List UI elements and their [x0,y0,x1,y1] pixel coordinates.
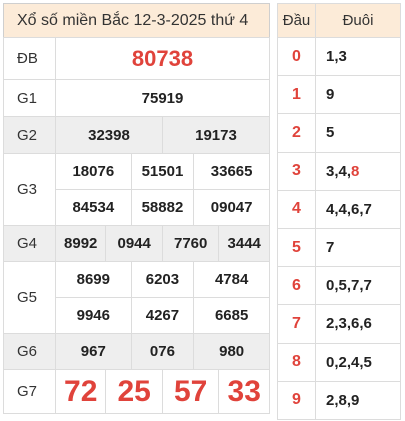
prize-label-g7: G7 [3,369,56,414]
loto-head-digit: 1 [277,75,316,115]
loto-header-dau: Đầu [277,3,316,38]
loto-tail-digits: 0,2,4,5 [315,342,401,382]
g6-number: 967 [55,333,132,370]
prize-label-g6: G6 [3,333,56,370]
g2-number: 32398 [55,116,163,154]
g3-number: 58882 [130,189,195,226]
loto-tail-digits: 1,3 [315,36,401,77]
loto-head-digit: 8 [277,342,316,382]
loto-tail-digits: 3,4,8 [315,151,401,191]
g5-number: 6685 [193,297,270,334]
loto-head-digit: 4 [277,189,316,229]
loto-tail-digits: 9 [315,75,401,115]
g4-number: 7760 [161,225,220,262]
results-title: Xổ số miền Bắc 12-3-2025 thứ 4 [3,3,270,38]
results-table: Xổ số miền Bắc 12-3-2025 thứ 4 ĐB 80738 … [3,3,271,414]
special-prize-number: 80738 [55,37,270,80]
g7-number: 33 [218,369,270,414]
g5-number: 6203 [130,261,195,298]
loto-head-digit: 7 [277,304,316,344]
loto-tail-digits: 2,3,6,6 [315,304,401,344]
loto-head-digit: 9 [277,380,316,420]
loto-tail-highlight: 8 [351,162,360,180]
loto-head-digit: 5 [277,227,316,268]
prize-label-g2: G2 [3,116,56,154]
g5-number: 9946 [55,297,132,334]
loto-tail-digits: 5 [315,113,401,153]
g7-number: 57 [161,369,220,414]
g6-number: 980 [193,333,270,370]
g5-number: 4784 [193,261,270,298]
g4-number: 3444 [218,225,270,262]
prize-label-db: ĐB [3,37,56,80]
g1-number: 75919 [55,79,270,117]
prize-label-g1: G1 [3,79,56,117]
loto-head-digit: 2 [277,113,316,153]
g7-number: 72 [54,369,107,414]
g3-number: 84534 [55,189,132,226]
g7-number: 25 [105,369,163,414]
loto-head-digit: 6 [277,266,316,306]
g3-number: 33665 [193,153,270,190]
prize-label-g3: G3 [3,153,56,226]
loto-header-duoi: Đuôi [315,3,401,38]
prize-label-g4: G4 [3,225,56,262]
g2-number: 19173 [161,116,271,154]
loto-tail-plain: 3,4, [326,162,352,180]
g6-number: 076 [130,333,195,370]
loto-tail-digits: 0,5,7,7 [315,266,401,306]
loto-tail-digits: 7 [315,227,401,268]
prize-label-g5: G5 [3,261,56,334]
g5-number: 4267 [130,297,195,334]
loto-tail-digits: 4,4,6,7 [315,189,401,229]
g3-number: 51501 [130,153,195,190]
g3-number: 09047 [193,189,270,226]
g3-number: 18076 [55,153,132,190]
g4-number: 0944 [105,225,163,262]
loto-head-digit: 3 [277,151,316,191]
g4-number: 8992 [54,225,107,262]
loto-tail-digits: 2,8,9 [315,380,401,420]
g5-number: 8699 [55,261,132,298]
loto-head-digit: 0 [277,36,316,77]
loto-table: Đầu Đuôi 0 1,3 1 9 2 5 3 3,4,8 4 4,4,6,7… [277,3,401,420]
